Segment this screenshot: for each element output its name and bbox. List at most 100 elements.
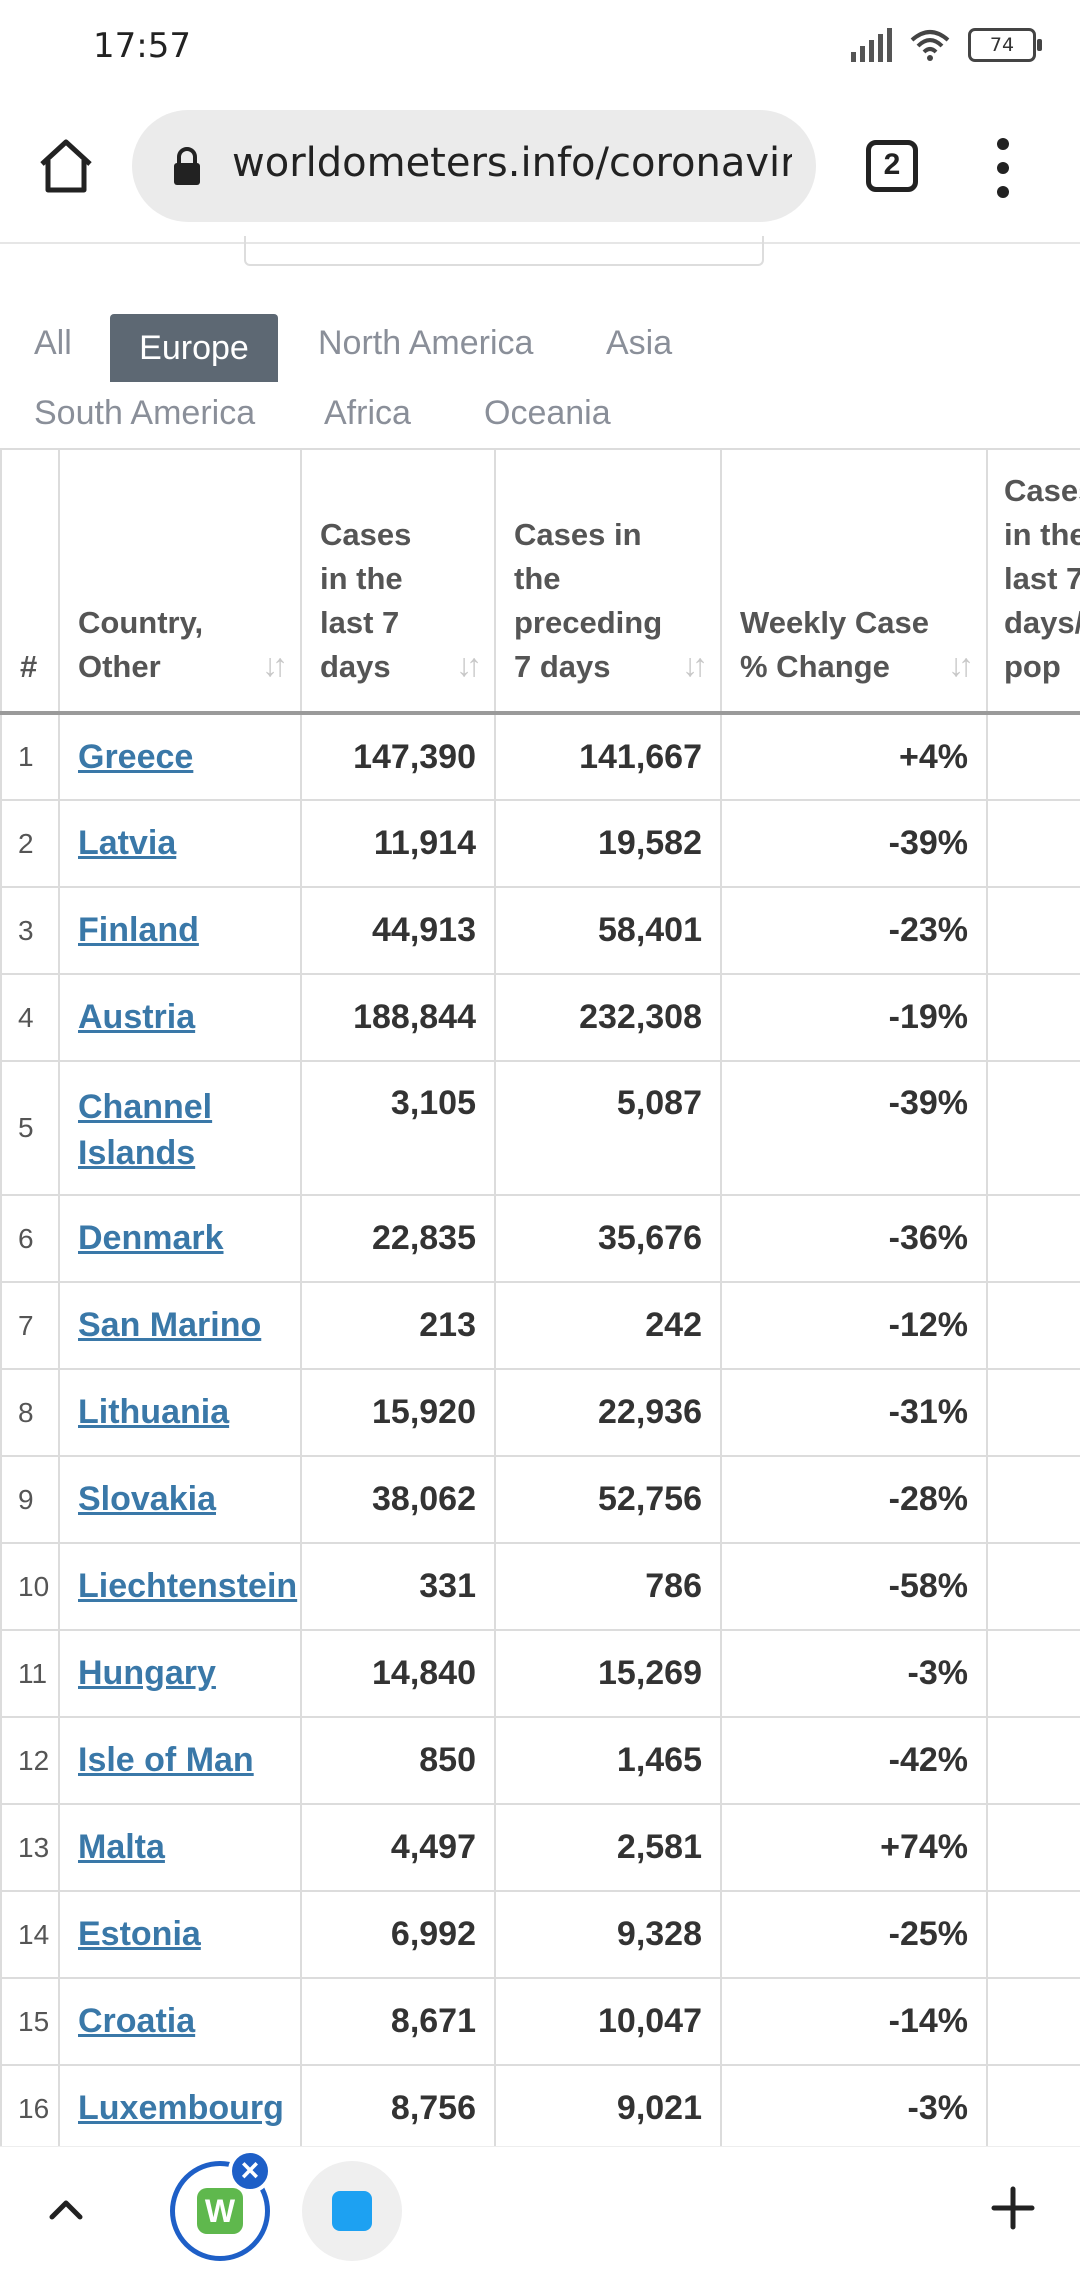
close-icon[interactable]: × — [228, 2149, 272, 2193]
status-time: 17:57 — [93, 26, 191, 66]
header-extra-label: Cases in the last 7 days/1M pop — [1004, 473, 1080, 684]
covid-table-container[interactable]: # Country, Other ↓↑ Cases in the last 7 d… — [0, 448, 1080, 2148]
tab-africa[interactable]: Africa — [324, 394, 411, 432]
country-cell: Malta — [58, 1803, 302, 1892]
country-cell: Austria — [58, 973, 302, 1062]
table-row: 13 Malta 4,497 2,581 +74% — [0, 1803, 1080, 1892]
cases-7-days-cell: 6,992 — [300, 1890, 496, 1979]
country-link[interactable]: Austria — [78, 998, 196, 1036]
cases-per-million-cell — [986, 1281, 1080, 1370]
country-link[interactable]: Isle of Man — [78, 1741, 254, 1779]
table-row: 15 Croatia 8,671 10,047 -14% — [0, 1977, 1080, 2066]
cases-preceding-cell: 5,087 — [494, 1060, 722, 1196]
row-number: 6 — [0, 1194, 60, 1283]
country-link[interactable]: Luxembourg — [78, 2089, 284, 2127]
header-cases-per-million[interactable]: Cases in the last 7 days/1M pop — [986, 448, 1080, 715]
more-menu-icon[interactable] — [988, 138, 1018, 198]
row-number: 13 — [0, 1803, 60, 1892]
header-weekly-change[interactable]: Weekly Case % Change ↓↑ — [720, 448, 988, 715]
weekly-change-cell: -3% — [720, 2064, 988, 2148]
row-number: 9 — [0, 1455, 60, 1544]
header-cases-7-label: Cases in the last 7 days — [320, 517, 412, 684]
tab-asia[interactable]: Asia — [606, 324, 673, 362]
country-link[interactable]: Channel Islands — [78, 1088, 213, 1172]
header-country-label: Country, Other — [78, 605, 204, 684]
country-link[interactable]: Denmark — [78, 1219, 224, 1257]
cases-per-million-cell — [986, 799, 1080, 888]
tab-north-america[interactable]: North America — [318, 324, 534, 362]
cases-per-million-cell — [986, 1716, 1080, 1805]
cases-preceding-cell: 35,676 — [494, 1194, 722, 1283]
country-link[interactable]: Finland — [78, 911, 199, 949]
bubble-tab-twitter[interactable] — [302, 2161, 402, 2261]
weekly-change-cell: -14% — [720, 1977, 988, 2066]
cases-per-million-cell — [986, 1455, 1080, 1544]
chevron-up-icon[interactable] — [44, 2187, 88, 2231]
row-number: 11 — [0, 1629, 60, 1718]
cases-7-days-cell: 44,913 — [300, 886, 496, 975]
tab-europe[interactable]: Europe — [110, 314, 278, 382]
cases-per-million-cell — [986, 2064, 1080, 2148]
cases-preceding-cell: 22,936 — [494, 1368, 722, 1457]
country-link[interactable]: Estonia — [78, 1915, 201, 1953]
worldometer-logo-icon: W — [197, 2188, 243, 2234]
country-link[interactable]: Greece — [78, 737, 194, 776]
country-link[interactable]: Malta — [78, 1828, 165, 1866]
plus-icon[interactable] — [990, 2185, 1036, 2231]
cases-per-million-cell — [986, 973, 1080, 1062]
country-cell: Croatia — [58, 1977, 302, 2066]
header-cases-preceding[interactable]: Cases in the preceding 7 days ↓↑ — [494, 448, 722, 715]
table-row: 7 San Marino 213 242 -12% — [0, 1281, 1080, 1370]
country-link[interactable]: Liechtenstein — [78, 1567, 298, 1605]
table-row: 16 Luxembourg 8,756 9,021 -3% — [0, 2064, 1080, 2148]
row-number: 16 — [0, 2064, 60, 2148]
country-cell: Luxembourg — [58, 2064, 302, 2148]
table-row: 3 Finland 44,913 58,401 -23% — [0, 886, 1080, 975]
cases-preceding-cell: 141,667 — [494, 712, 722, 801]
sort-icon[interactable]: ↓↑ — [682, 647, 708, 683]
tab-oceania[interactable]: Oceania — [484, 394, 611, 432]
header-country[interactable]: Country, Other ↓↑ — [58, 448, 302, 715]
country-link[interactable]: Latvia — [78, 824, 177, 862]
wifi-icon — [910, 30, 950, 61]
sort-icon[interactable]: ↓↑ — [262, 647, 288, 683]
country-link[interactable]: Hungary — [78, 1654, 216, 1692]
table-row: 8 Lithuania 15,920 22,936 -31% — [0, 1368, 1080, 1457]
table-row: 2 Latvia 11,914 19,582 -39% — [0, 799, 1080, 888]
country-link[interactable]: Lithuania — [78, 1393, 230, 1431]
cases-preceding-cell: 232,308 — [494, 973, 722, 1062]
cases-per-million-cell — [986, 1890, 1080, 1979]
weekly-change-cell: -3% — [720, 1629, 988, 1718]
country-link[interactable]: Croatia — [78, 2002, 196, 2040]
home-icon[interactable] — [36, 136, 96, 196]
weekly-change-cell: -23% — [720, 886, 988, 975]
tab-all[interactable]: All — [34, 324, 72, 362]
table-row: 10 Liechtenstein 331 786 -58% — [0, 1542, 1080, 1631]
sort-icon[interactable]: ↓↑ — [948, 647, 974, 683]
bottom-toolbar: W × — [0, 2146, 1080, 2281]
cases-preceding-cell: 52,756 — [494, 1455, 722, 1544]
cases-7-days-cell: 14,840 — [300, 1629, 496, 1718]
header-cases-prev-label: Cases in the preceding 7 days — [514, 517, 663, 684]
url-text[interactable]: worldometers.info/coronaviru — [232, 140, 792, 186]
country-link[interactable]: Slovakia — [78, 1480, 216, 1518]
weekly-change-cell: -28% — [720, 1455, 988, 1544]
country-link[interactable]: San Marino — [78, 1306, 262, 1344]
tab-south-america[interactable]: South America — [34, 394, 256, 432]
row-number: 12 — [0, 1716, 60, 1805]
weekly-change-cell: -31% — [720, 1368, 988, 1457]
row-number: 10 — [0, 1542, 60, 1631]
lock-icon — [174, 147, 200, 185]
weekly-change-cell: -42% — [720, 1716, 988, 1805]
row-number: 14 — [0, 1890, 60, 1979]
row-number: 5 — [0, 1060, 60, 1196]
address-bar[interactable]: worldometers.info/coronaviru — [132, 110, 816, 222]
header-change-label: Weekly Case % Change — [740, 605, 929, 684]
cases-7-days-cell: 147,390 — [300, 712, 496, 801]
sort-icon[interactable]: ↓↑ — [456, 647, 482, 683]
table-row: 1 Greece 147,390 141,667 +4% — [0, 712, 1080, 801]
weekly-change-cell: -19% — [720, 973, 988, 1062]
cases-7-days-cell: 22,835 — [300, 1194, 496, 1283]
tab-switcher-button[interactable]: 2 — [866, 140, 918, 192]
header-cases-7-days[interactable]: Cases in the last 7 days ↓↑ — [300, 448, 496, 715]
